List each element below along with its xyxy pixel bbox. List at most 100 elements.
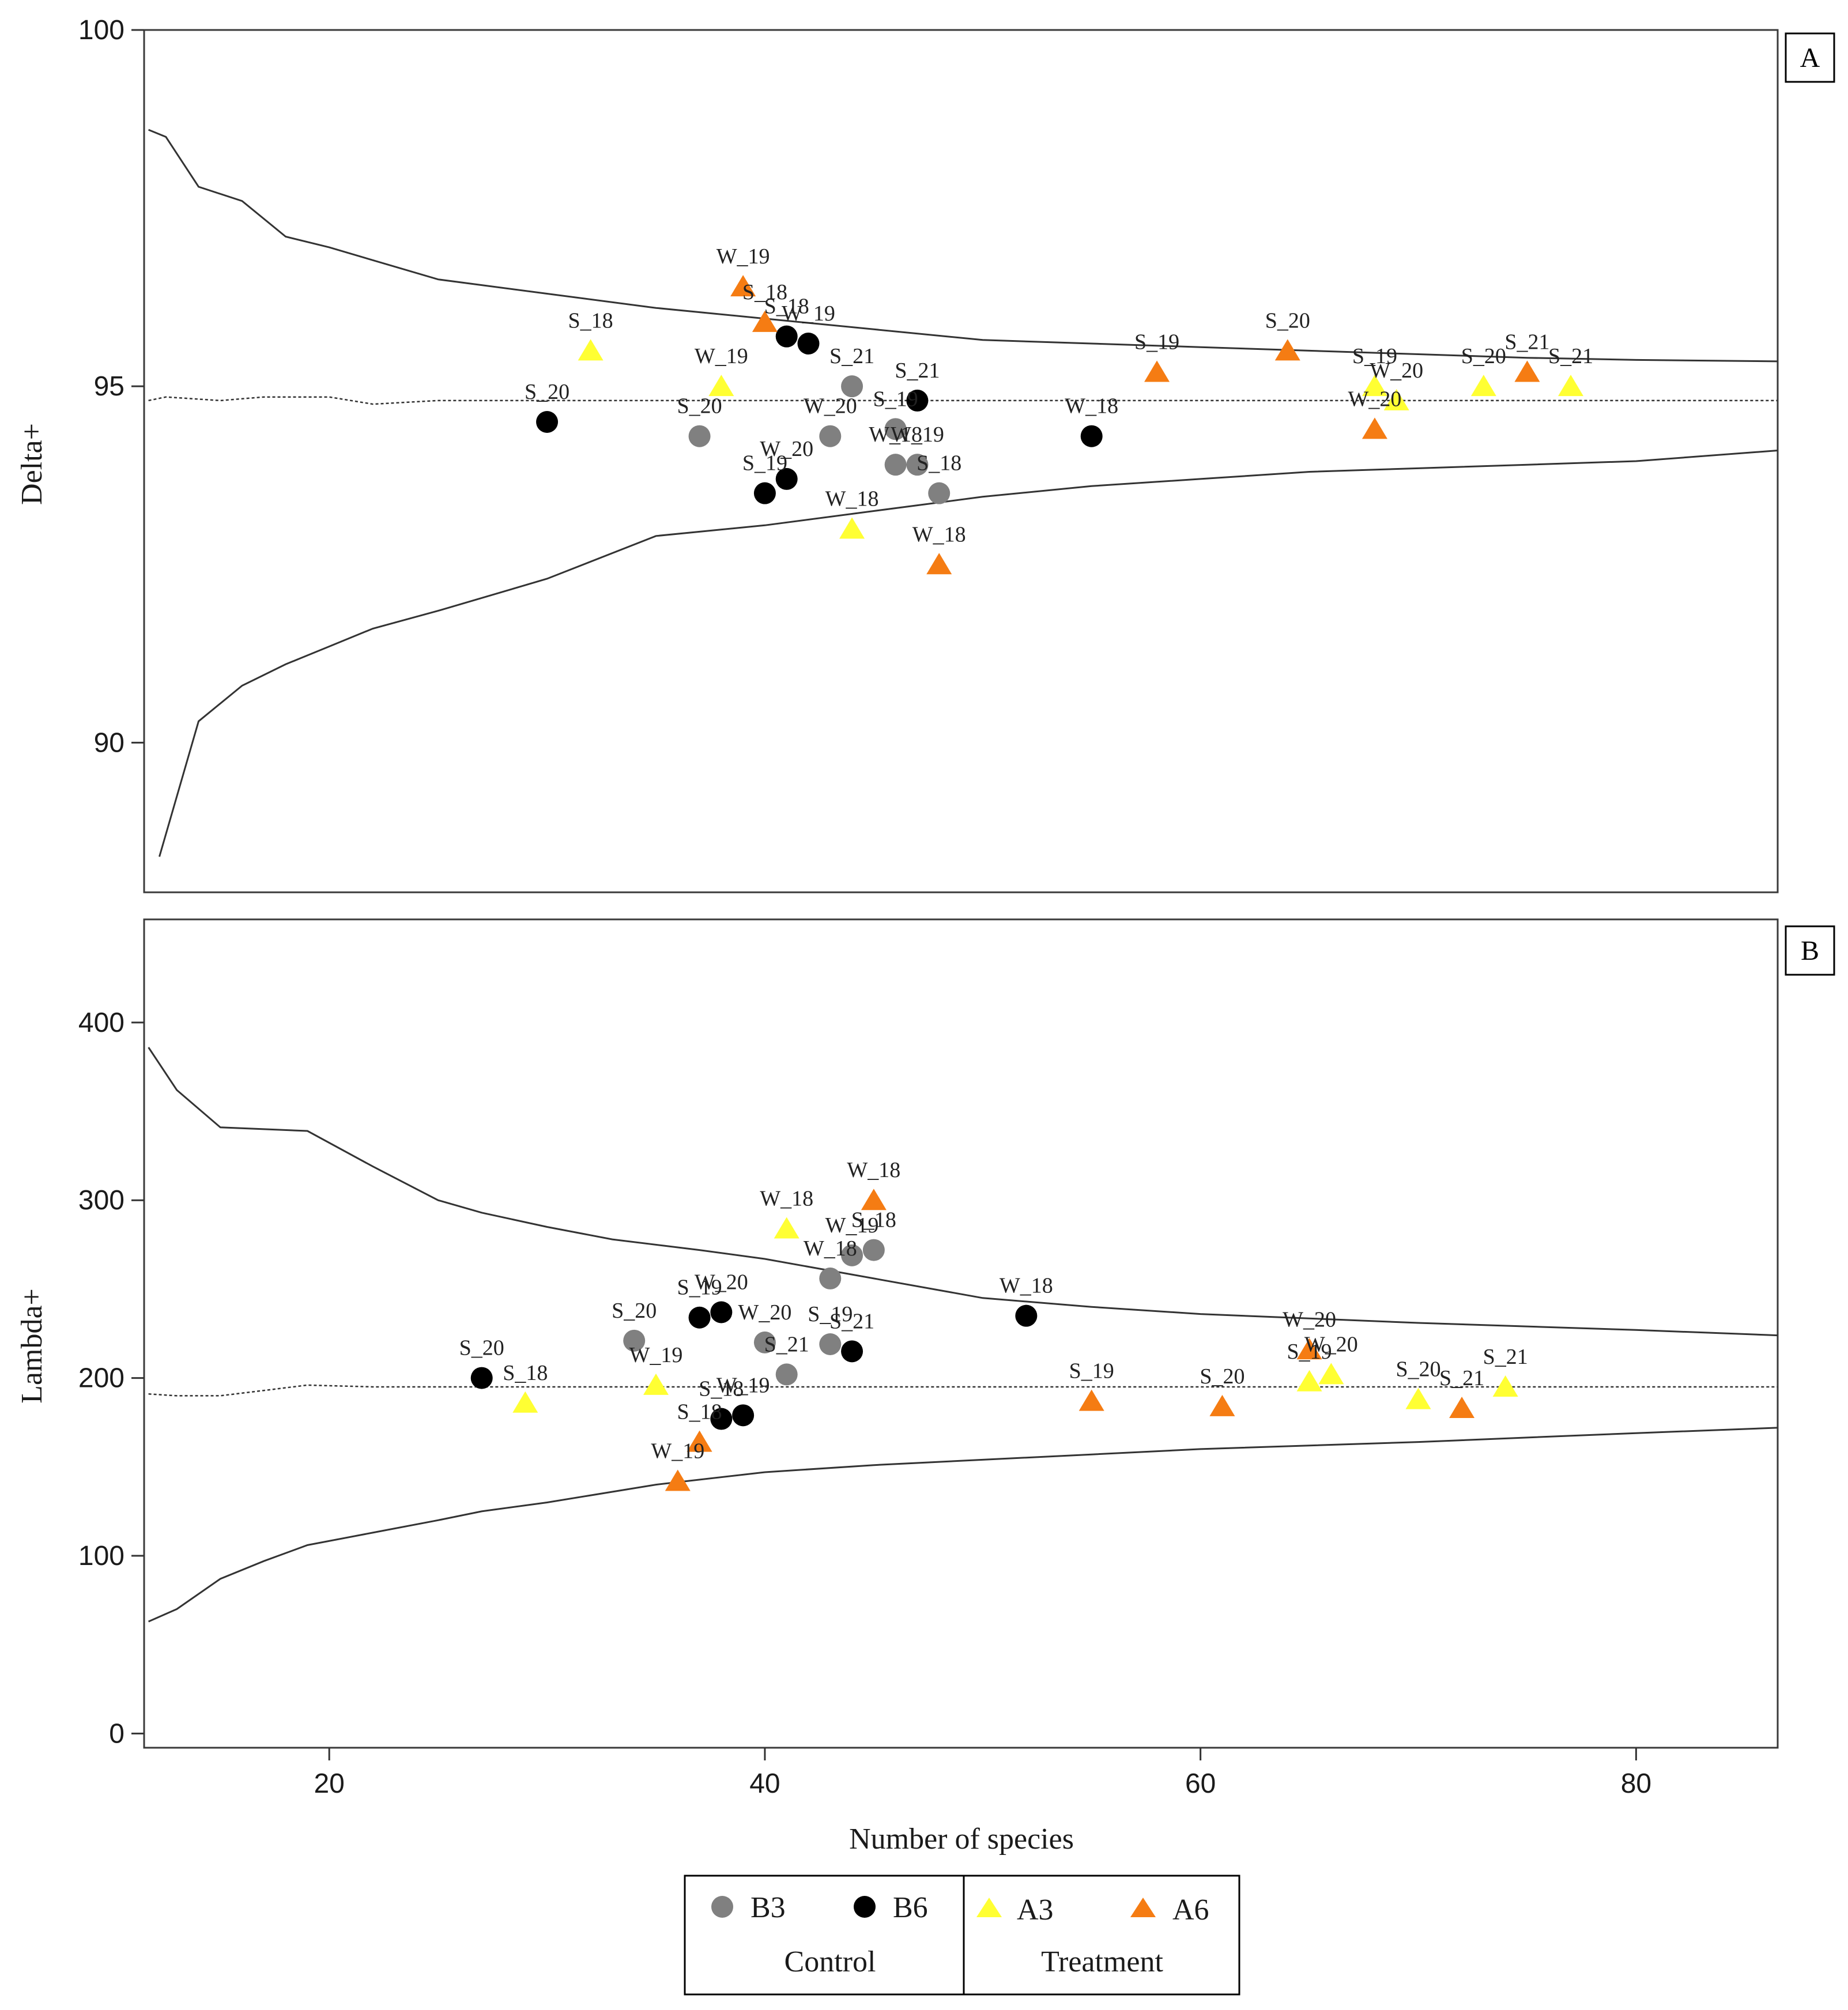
panel-b-frame [143,918,1779,1749]
panel-b-a6-point [1449,1397,1475,1419]
panel-a-a6-point-label: S_19 [1134,330,1179,354]
panel-b-y-tick-label: 100 [78,1541,125,1571]
panel-b-a3-point [643,1373,669,1395]
panel-a-b6-point [753,482,776,504]
panel-a-b3-point [819,425,842,447]
panel-b-b3-point [819,1333,842,1356]
panel-a-letter-box [1785,32,1835,83]
panel-a-b3-point-label: S_20 [677,394,722,418]
panel-a-funnel-lower-line [159,450,1778,857]
panel-a-a6-point-label: W_18 [912,522,966,546]
panel-a-b6-point [906,389,929,412]
panel-b-b6-point [732,1404,755,1427]
panel-a-a6-point-label: S_18 [742,280,787,304]
panel-a-b3-point-label: S_18 [917,451,961,476]
panel-b-y-title: Lambda+ [16,1288,48,1404]
panel-b-a3-point-label: W_19 [629,1343,683,1367]
panel-a-b6-point [797,333,820,355]
panel-b-y-axis: 0 100 200 300 400 [78,1008,144,1749]
panel-a-letter: A [1800,43,1820,73]
panel-a-a3-point [839,517,865,539]
legend: B3 B6 A3 A6 Control Treatment [684,1875,1240,1996]
panel-a-funnel-mean-line [148,396,1778,405]
panel-b-b3-point-label: W_20 [738,1300,791,1325]
panel-a-b3-point-label: W_19 [891,423,944,447]
panel-a-a3-point [1383,389,1409,410]
panel-a-a3-point-label: W_19 [695,344,748,368]
panel-b-y-tick-label: 0 [109,1718,125,1749]
panel-b-a3-point-label: S_21 [1483,1345,1528,1369]
legend-a3-label: A3 [1017,1894,1054,1926]
panel-a-b3-point-label: W_20 [804,394,857,418]
panel-b-a6-point-label: S_18 [677,1400,722,1424]
panel-b-x-tick-label: 60 [1185,1768,1216,1799]
legend-item-a6: A6 [1130,1894,1209,1926]
panel-b-b3-point [841,1244,863,1266]
panel-a-a6-point [1362,417,1387,439]
panel-b-x-axis: 20 40 60 80 [314,1748,1651,1799]
legend-group-treatment: Treatment [1041,1945,1163,1978]
panel-b-a6-point-label: W_20 [1283,1307,1336,1332]
panel-b-b3-point [775,1363,798,1386]
legend-frame [684,1875,1240,1996]
panel-b-b6-point [470,1367,493,1389]
panel-b-point-labels: S_20W_18W_19S_18W_20 S_19S_21S_20S_19W_20… [459,1158,1528,1463]
panel-a-a3-point-label: S_18 [568,308,613,333]
legend-b6-label: B6 [893,1891,928,1924]
panel-b-x-tick-label: 80 [1621,1768,1651,1799]
panel-b-a6-point-label: W_18 [847,1158,900,1182]
panel-b-funnel-mean-line [148,1384,1778,1397]
panel-a-a6-point [730,275,756,297]
panel-a-b3-point [841,375,863,398]
panel-a-a3-point-label: S_20 [1461,344,1506,368]
panel-a-b3-point [884,454,907,476]
panel-a-b6-point-label: W_20 [760,437,813,461]
panel-b-a3-point [1492,1375,1518,1397]
panel-b-points [470,1189,1518,1491]
panel-a-a6-point-label: W_19 [716,244,770,269]
panel-a-a3-point [708,375,734,397]
legend-b3-label: B3 [750,1891,786,1924]
panel-a-y-tick-label: 95 [94,371,125,402]
panel-a-b3-point [906,454,929,476]
panel-b-a3-point [774,1217,799,1239]
panel-a-a6-point-label: S_21 [1504,330,1549,354]
panel-b-a6-point [665,1469,691,1491]
panel-b-a6-point [1296,1338,1322,1360]
panel-b-b6-point [710,1408,733,1430]
panel-a-points [536,275,1584,575]
legend-a6-label: A6 [1172,1894,1209,1926]
legend-item-b6: B6 [854,1891,928,1924]
panel-b-b3-point [862,1239,885,1261]
panel-b-a6-point [687,1430,712,1452]
legend-b3-marker [711,1896,733,1918]
panel-b-b3-point-label: S_21 [764,1332,809,1356]
panel-a-y-tick-label: 100 [78,15,125,46]
panel-a-y-title: Delta+ [16,423,48,505]
panel-a-b3-point-label: S_21 [829,344,874,368]
panel-b-a6-point-label: S_20 [1200,1364,1244,1389]
panel-a-b3-point-label: W_18 [869,423,922,447]
panel-a-b3-point [884,418,907,440]
panel-b-y-tick-label: 300 [78,1185,125,1216]
panel-a-b6-point-label: S_18 [764,295,809,319]
panel-b-b3-point-label: S_19 [808,1302,853,1326]
panel-b-funnel-upper-line [148,1047,1778,1337]
panel-b-a3-point [1296,1370,1322,1391]
panel-b-b3-point-label: W_18 [804,1236,857,1261]
panel-a-b3-point-label: S_19 [873,387,918,411]
legend-b6-marker [854,1896,876,1918]
legend-a3-marker [976,1898,1002,1917]
panel-b-letter: B [1801,936,1819,966]
panel-a-b6-point [775,467,798,490]
panel-b-a3-point [1405,1387,1431,1409]
panel-a-a6-point [1144,360,1170,382]
panel-b-b6-point-label: S_20 [459,1336,504,1360]
panel-a-a6-point [1274,339,1300,361]
panel-b-x-tick-label: 40 [749,1768,780,1799]
panel-b-funnel [148,1047,1778,1623]
panel-a-a6-point [752,310,778,332]
panel-a-b6-point-label: S_19 [742,451,787,476]
panel-b-b6-point-label: W_19 [716,1373,770,1397]
panel-b-a3-point-label: S_18 [503,1361,548,1385]
